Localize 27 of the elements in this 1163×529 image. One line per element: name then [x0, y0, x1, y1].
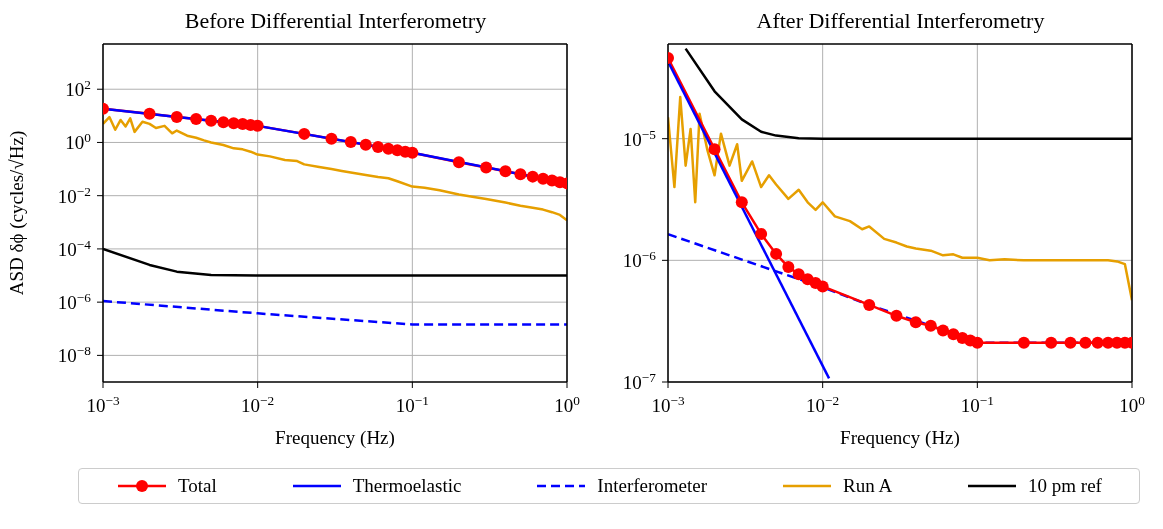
- y-tick-label: 10$^{2}$: [65, 76, 91, 101]
- x-tick-label: 10$^{0}$: [554, 392, 581, 416]
- chart-title: Before Differential Interferometry: [183, 8, 488, 35]
- y-axis-title: ASD δϕ (cycles/√Hz): [5, 130, 28, 296]
- y-tick-label: 10$^{0}$: [65, 129, 92, 154]
- y-tick-label: 10$^{−2}$: [57, 183, 91, 207]
- legend-label: Interferometer: [596, 475, 708, 497]
- y-tick-label: 10$^{−4}$: [57, 236, 92, 260]
- x-axis-title: Frequency (Hz): [275, 427, 395, 449]
- x-axis-title: Frequency (Hz): [840, 427, 960, 449]
- chart-title: After Differential Interferometry: [755, 8, 1046, 35]
- y-tick-label: 10$^{−6}$: [57, 289, 92, 314]
- legend-label: Thermoelastic: [351, 475, 462, 497]
- legend-label: Total: [176, 475, 217, 497]
- legend-label: Run A: [842, 475, 893, 497]
- x-tick-label: 10$^{−3}$: [86, 392, 120, 416]
- x-tick-label: 10$^{−2}$: [241, 392, 275, 416]
- y-tick-label: 10$^{−7}$: [622, 369, 657, 393]
- y-tick-label: 10$^{−5}$: [622, 126, 657, 150]
- x-tick-label: 10$^{−1}$: [960, 392, 994, 416]
- y-tick-label: 10$^{−6}$: [622, 247, 657, 272]
- y-tick-label: 10$^{−8}$: [57, 342, 92, 367]
- legend-label: 10 pm ref: [1027, 475, 1102, 497]
- x-tick-label: 10$^{−2}$: [806, 392, 840, 416]
- x-tick-label: 10$^{−1}$: [395, 392, 429, 416]
- x-tick-label: 10$^{0}$: [1119, 392, 1146, 416]
- x-tick-label: 10$^{−3}$: [651, 392, 685, 416]
